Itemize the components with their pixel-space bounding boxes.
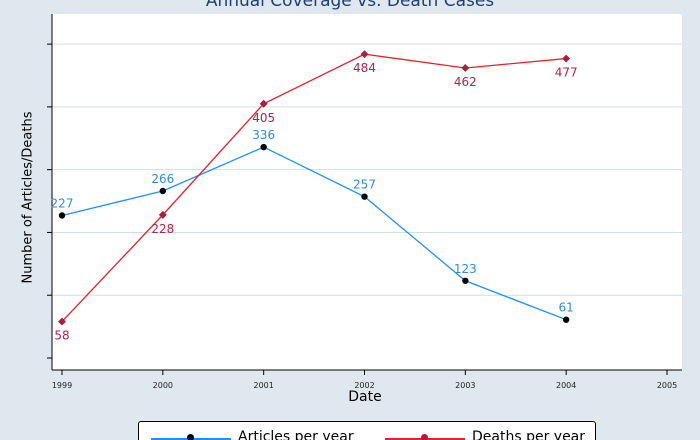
series-line [61,53,567,323]
data-point [562,54,571,63]
x-tick-label: 2005 [657,381,677,390]
data-label: 477 [555,66,578,80]
data-point [158,210,167,219]
x-tick-label: 2004 [556,381,576,390]
series-line [61,146,567,321]
legend-marker-deaths [421,434,428,440]
legend: Articles per year Deaths per year [138,421,596,440]
data-point [159,187,167,195]
data-label: 462 [454,75,477,89]
legend-item-deaths: Deaths per year [377,426,591,440]
x-tick-label: 2003 [455,381,475,390]
data-label: 61 [559,301,574,315]
series: 227 266 336 257 123 61 58 228 405 484 462 477 [51,50,578,343]
series-deaths: 58 228 405 484 462 477 [54,50,578,343]
legend-marker-articles [187,434,194,440]
x-tick-label: 2002 [354,381,374,390]
data-label: 227 [51,196,74,210]
x-axis-label: Date [348,389,382,405]
legend-label-articles: Articles per year [238,429,354,440]
gridlines [53,43,682,296]
data-label: 336 [252,128,275,142]
legend-label-deaths: Deaths per year [472,429,586,440]
data-label: 266 [151,172,174,186]
data-point [462,277,469,284]
x-ticks: 1999 2000 2001 2002 2003 2004 2005 [52,370,677,390]
series-articles: 227 266 336 257 123 61 [51,128,574,323]
data-label: 58 [54,329,69,343]
data-label: 123 [454,262,477,276]
data-label: 405 [252,111,275,125]
y-ticks [47,43,52,359]
x-tick-label: 2001 [253,381,273,390]
data-point [58,212,66,219]
data-label: 484 [353,61,376,75]
y-axis-label: Number of Articles/Deaths [20,111,36,284]
data-point [562,316,570,323]
legend-item-articles: Articles per year [143,426,354,440]
x-tick-label: 2000 [153,381,173,390]
data-label: 257 [353,178,376,192]
data-label: 228 [151,222,174,236]
data-point [260,143,267,151]
data-point [361,193,368,200]
chart-title: Annual Coverage vs. Death Cases [205,0,495,11]
x-tick-label: 1999 [52,381,72,390]
